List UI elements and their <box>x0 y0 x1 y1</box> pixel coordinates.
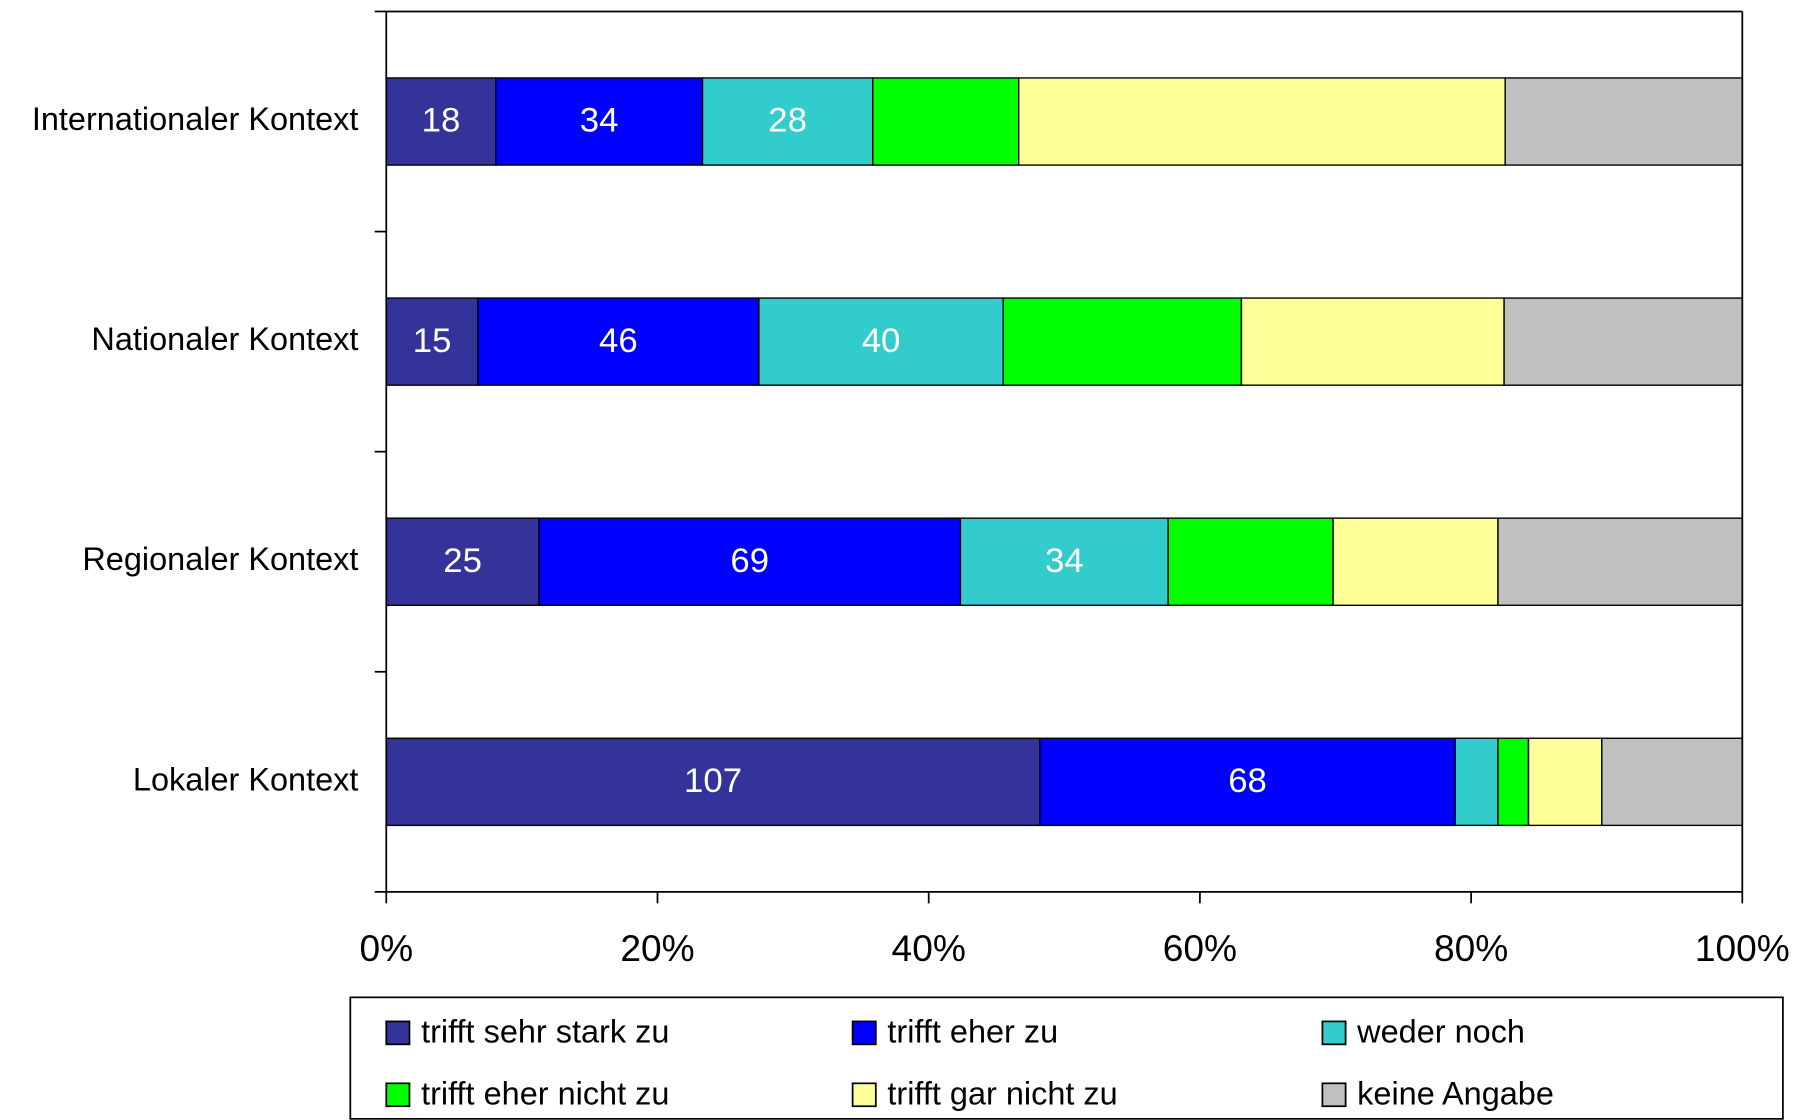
x-tick-label: 60% <box>1163 928 1237 969</box>
y-tick-label: Internationaler Kontext <box>32 101 359 137</box>
legend-swatch <box>385 1082 411 1108</box>
data-label: 34 <box>1045 542 1084 580</box>
legend-label: trifft gar nicht zu <box>887 1076 1117 1112</box>
x-tick-label: 40% <box>892 928 966 969</box>
y-tick-label: Lokaler Kontext <box>133 761 359 797</box>
bar-segment <box>385 77 497 166</box>
legend-swatch <box>385 1020 411 1046</box>
bar-segment <box>1601 737 1744 827</box>
legend-swatch <box>851 1082 877 1108</box>
data-label: 46 <box>599 322 638 360</box>
data-label: 18 <box>422 102 461 140</box>
data-label: 68 <box>1228 762 1267 800</box>
x-tick-label: 80% <box>1434 928 1508 969</box>
x-tick-label: 0% <box>359 928 413 969</box>
bar-segment <box>385 297 479 386</box>
bar-segment <box>538 517 962 606</box>
data-label: 15 <box>413 322 452 360</box>
legend-swatch <box>1321 1082 1347 1108</box>
data-label: 34 <box>580 102 619 140</box>
data-label: 28 <box>768 102 807 140</box>
bar-segment <box>959 517 1169 606</box>
legend-label: weder noch <box>1356 1014 1525 1050</box>
bar-segment <box>477 297 760 386</box>
bar-segment <box>758 297 1004 386</box>
bar-segment <box>872 77 1020 166</box>
y-tick-label: Regionaler Kontext <box>82 541 358 577</box>
bar-segment <box>1167 517 1334 606</box>
bar-segment <box>1017 77 1506 166</box>
legend-label: trifft eher zu <box>887 1014 1058 1050</box>
legend-label: trifft eher nicht zu <box>421 1076 669 1112</box>
x-tick-label: 20% <box>620 928 694 969</box>
legend-label: trifft sehr stark zu <box>421 1014 669 1050</box>
legend-label: keine Angabe <box>1357 1076 1554 1112</box>
bar-segment <box>1503 297 1744 386</box>
y-tick-label: Nationaler Kontext <box>91 321 358 357</box>
bar-segment <box>1497 737 1530 827</box>
bar-segment <box>1497 517 1744 606</box>
data-label: 69 <box>730 542 769 580</box>
bar-segment <box>701 77 874 166</box>
legend-box <box>349 996 1784 1120</box>
data-label: 25 <box>443 542 482 580</box>
bar-segment <box>1332 517 1499 606</box>
legend-swatch <box>1321 1020 1347 1046</box>
x-tick-label: 100% <box>1695 928 1790 969</box>
bar-segment <box>1454 737 1499 827</box>
legend-swatch <box>851 1020 877 1046</box>
bar-segment <box>1002 297 1243 386</box>
bar-segment <box>495 77 704 166</box>
data-label: 40 <box>862 322 901 360</box>
bar-segment <box>1240 297 1505 386</box>
data-label: 107 <box>684 762 742 800</box>
bar-segment <box>1527 737 1603 827</box>
bar-segment <box>1504 77 1744 166</box>
bar-segment <box>1039 737 1456 827</box>
